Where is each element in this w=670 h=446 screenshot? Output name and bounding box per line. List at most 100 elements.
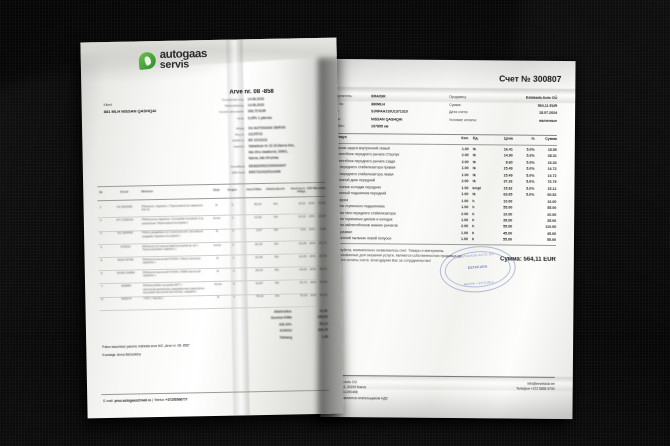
table-row-left-1-cell-3: komp [213, 216, 221, 221]
table-row-2-cell-1: 2.00 [461, 160, 469, 165]
table-row-left-4-cell-9: 20,59 [318, 253, 327, 258]
total-label-left-3: KOKKU [279, 328, 293, 333]
items-col-header-left-7: Hind koos KMga [290, 186, 306, 194]
table-row-14-cell-5: 55.00 [546, 238, 557, 243]
seller-field-label-1: Сумма: [449, 102, 462, 107]
table-row-13-cell-5: 45.00 [547, 231, 557, 236]
table-row-left-7-cell-3: tk [217, 295, 220, 300]
total-label-left-2: KM 20% [279, 322, 292, 327]
items-col-header-left-5: Hind KMta [246, 187, 262, 192]
table-row-5-cell-3: 37.26 [503, 179, 513, 184]
table-row-left-6-cell-2: Põlvkond/õhk komplekt EFT ( tsemendi,par… [143, 282, 205, 295]
table-row-6-cell-3: 15.92 [503, 186, 513, 191]
table-row-2-cell-5: 16.34 [547, 160, 557, 165]
table-row-7-cell-4: 5.0% [526, 192, 535, 197]
table-row-5-cell-0: Тормозной диск передний [331, 178, 375, 183]
logo-text: autogaas servis [160, 48, 208, 71]
meta-value-0: 14.08.2023 [247, 96, 265, 102]
table-row-8-cell-2: h [472, 198, 475, 203]
table-row-12-cell-3: 55.00 [503, 224, 513, 229]
table-row-left-2-cell-0: 3 [100, 231, 102, 236]
table-row-8-cell-1: 1.00 [461, 198, 469, 203]
items-col-header-left-2: Nimetus [141, 189, 154, 194]
table-row-left-5-cell-0: 6 [100, 271, 103, 276]
paper-curl-top [80, 37, 344, 73]
divider-top [330, 132, 557, 136]
seller-field-value-3: наличные [539, 118, 558, 123]
table-row-left-5-cell-9: 32,52 [319, 266, 327, 271]
table-row-left-3-cell-5: 20,26 [254, 241, 263, 246]
table-row-14-cell-0: Внутренний пыльник левой полуоси [330, 236, 392, 241]
table-row-left-6-cell-0: 7 [101, 284, 103, 289]
meta-value-2: 306,75 EUR [247, 109, 266, 114]
table-row-left-6-cell-9: 33,68 [319, 279, 328, 285]
table-row-left-3-cell-7: 13,28 [298, 240, 307, 245]
items-col-header-left-1: Kood [120, 189, 129, 194]
buyer-field-value-0: ERAISIK [371, 94, 386, 99]
stamp-bottom-text: NARVA • ESTONIA [463, 280, 495, 287]
table-row-9-cell-1: 1.00 [461, 205, 469, 210]
table-row-4-cell-2: tk [472, 173, 476, 178]
table-row-left-6-cell-5: 16,87 [255, 281, 264, 286]
table-row-10-cell-5: 20.00 [547, 212, 557, 217]
table-row-13-cell-2: h [472, 231, 475, 236]
table-row-6-cell-2: kmpl [472, 185, 481, 190]
table-row-13-cell-0: Сход развал [331, 229, 353, 235]
table-row-14-cell-2: h [471, 237, 475, 242]
items-col-header-left-0: Nr [99, 190, 103, 195]
table-row-left-7-cell-4: 1 [233, 294, 236, 299]
table-row-13-cell-1: 1.00 [461, 230, 469, 236]
table-row-3-cell-5: 14.72 [547, 167, 557, 172]
table-row-8-cell-0: Антифриз [331, 197, 349, 202]
table-row-1-cell-4: 5.0% [526, 154, 535, 159]
table-row-left-0-cell-7: 11,61 [298, 201, 306, 206]
seller-value-5: Narva, Ida-Virumaa [248, 155, 279, 161]
table-row-4-cell-3: 15.49 [503, 173, 513, 178]
table-row-3-cell-0: Тяга переднего стабилизатора правая [331, 165, 396, 170]
table-row-4-cell-5: 14.72 [547, 173, 557, 178]
seller-field-value-1: 564,11 EUR [537, 103, 558, 108]
table-row-left-1-cell-6: 5% [273, 214, 279, 220]
seller-field-value-0: Estakada Auto OÜ [526, 95, 558, 100]
table-row-1-cell-0: Сайлентблок переднего рычага Стерлук [331, 152, 400, 158]
note-line-2: Koostaja: Anna Bicharkina [102, 352, 141, 358]
table-row-0-cell-3: 16.41 [503, 147, 513, 152]
table-row-left-4-cell-6: 5% [274, 254, 279, 259]
meta-value-3: 0,05% 1 päevas [247, 115, 273, 120]
table-row-10-cell-3: 10.00 [503, 211, 513, 217]
invoice-title-right: Счет № 300807 [499, 73, 562, 84]
table-row-left-3-cell-2: Põlvkond (2) tsementaalt komplekt ja või… [142, 242, 199, 252]
buyer-field-value-3: NISSAN QASHQAI [371, 117, 403, 122]
table-row-9-cell-2: h [472, 205, 475, 210]
email-value: proo.autogaas@mail.ru [114, 398, 152, 403]
seller-value-0: OÜ AUTOGAAS SERVIS [248, 125, 286, 131]
table-row-left-4-cell-5: 16,45 [255, 254, 263, 259]
items-col-header-4: -% [530, 136, 535, 141]
table-row-left-5-cell-6: 5% [274, 267, 280, 272]
table-row-5-cell-5: 70.79 [547, 180, 557, 185]
table-row-0-cell-0: Пыльник шруса внутренний левый [331, 145, 390, 151]
table-row-7-cell-3: 63.65 [503, 192, 513, 197]
table-row-left-4-cell-0: 5 [100, 257, 103, 262]
table-row-7-cell-2: tk [472, 192, 476, 197]
table-row-7-cell-0: Ступичный подшипник передний [331, 191, 387, 196]
table-row-12-cell-5: 110.00 [545, 225, 557, 230]
table-row-8-cell-3: 10.00 [503, 199, 513, 204]
table-row-10-cell-0: Замена тяги переднего стабилизатора [331, 210, 396, 216]
table-row-left-4-cell-4: 1 [232, 255, 235, 260]
table-row-1-cell-2: tk [472, 153, 476, 158]
table-row-left-0-cell-0: 1 [99, 205, 102, 210]
seller-field-label-0: Продавец: [449, 95, 467, 100]
phone-label: Telefon [153, 397, 165, 403]
total-value-left-0: 11,41 [319, 308, 328, 313]
table-row-0-cell-1: 1.00 [461, 147, 469, 152]
table-row-left-1-cell-1: AT 17020/10 [116, 217, 134, 223]
table-row-7-cell-5: 60.52 [547, 193, 557, 198]
table-row-1-cell-1: 2.00 [461, 153, 469, 158]
table-row-11-cell-2: h [472, 218, 475, 223]
table-row-left-1-cell-7: 12,22 [298, 214, 306, 219]
table-row-2-cell-2: tk [472, 160, 476, 165]
table-row-left-4-cell-2: Põlvkond tsemendi FIXON ( Tasus pürustus… [142, 256, 201, 265]
buyer-field-value-2: SJNFAAJ10U1371310 [371, 109, 408, 114]
